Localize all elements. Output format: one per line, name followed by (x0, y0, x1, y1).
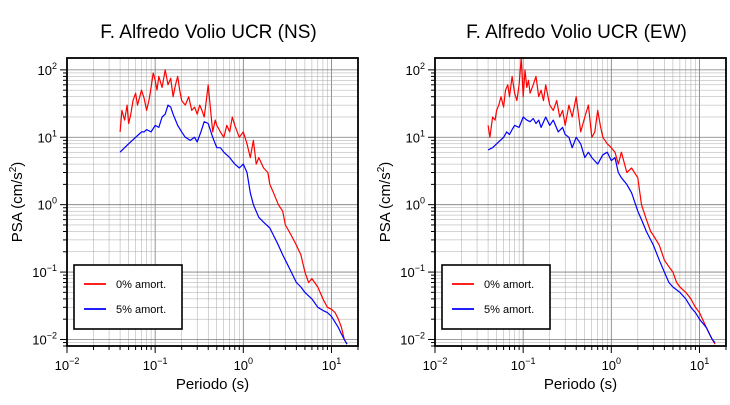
y-tick-label: 101 (406, 128, 425, 145)
x-tick-label: 10−1 (511, 356, 536, 373)
y-tick-label: 10−1 (400, 263, 425, 280)
y-axis-label: PSA (cm/s2) (376, 162, 394, 243)
series-line-amort-5 (487, 116, 716, 343)
chart-ew: 10−2 10−1 100 101 10−2 10−1 100 101 102 F. Alfred… (376, 22, 727, 393)
chart-title: F. Alfredo Volio UCR (EW) (466, 22, 687, 43)
x-tick-label: 10−2 (423, 356, 448, 373)
x-tick-label: 100 (602, 356, 621, 373)
legend-label: 0% amort. (116, 279, 166, 291)
y-tick-label: 101 (38, 128, 57, 145)
y-tick-label: 102 (406, 61, 425, 78)
y-tick-label: 102 (38, 61, 57, 78)
chart-ns: 10−2 10−1 100 101 10−2 10−1 100 101 102 F. Alfred… (8, 22, 359, 393)
y-axis-label: PSA (cm/s2) (8, 162, 26, 243)
legend-label: 5% amort. (116, 304, 166, 316)
legend-box (73, 264, 183, 330)
grid (60, 58, 359, 353)
x-tick-label: 101 (690, 356, 709, 373)
x-tick-label: 101 (322, 356, 341, 373)
y-tick-label: 10−2 (400, 330, 425, 347)
legend: 0% amort. 5% amort. (73, 264, 183, 330)
legend-label: 0% amort. (484, 279, 534, 291)
legend-box (441, 264, 551, 330)
series-line-amort-5 (119, 104, 348, 345)
series-line-amort-0 (119, 69, 348, 345)
series-line-amort-0 (487, 57, 716, 345)
x-tick-label: 100 (234, 356, 253, 373)
plot-frame (66, 57, 359, 347)
x-axis-label: Periodo (s) (176, 376, 249, 393)
x-tick-label: 10−1 (143, 356, 168, 373)
y-tick-label: 10−1 (32, 263, 57, 280)
legend: 0% amort. 5% amort. (441, 264, 551, 330)
chart-title: F. Alfredo Volio UCR (NS) (100, 22, 316, 43)
y-tick-label: 100 (406, 196, 425, 213)
x-axis-label: Periodo (s) (544, 376, 617, 393)
y-tick-label: 10−2 (32, 330, 57, 347)
x-tick-label: 10−2 (55, 356, 80, 373)
legend-label: 5% amort. (484, 304, 534, 316)
plot-frame (434, 57, 727, 347)
y-tick-label: 100 (38, 196, 57, 213)
